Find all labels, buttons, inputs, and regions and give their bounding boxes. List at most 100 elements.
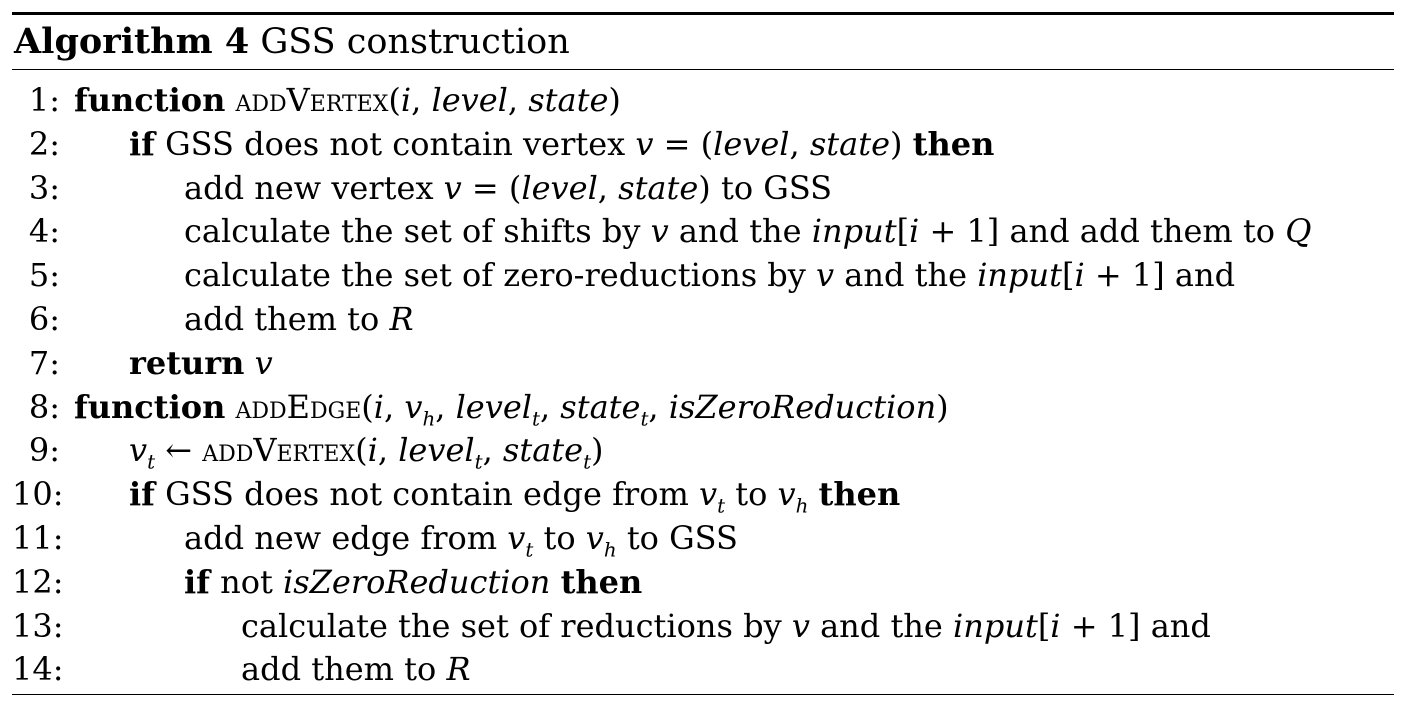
caption-label: Algorithm 4 xyxy=(14,21,250,62)
line-number: 13: xyxy=(12,606,64,645)
line-number: 9: xyxy=(28,431,60,470)
line-code: calculate the set of zero-reductions by … xyxy=(184,254,1235,298)
var: i xyxy=(1050,606,1061,645)
sep: , xyxy=(482,431,503,470)
caption-rule xyxy=(12,69,1394,70)
line-code: add them to R xyxy=(241,648,471,692)
line-number: 7: xyxy=(28,343,60,382)
keyword-if: if xyxy=(129,124,155,163)
text xyxy=(550,563,560,601)
algorithm-line: 7: return v xyxy=(12,342,1394,386)
var: i xyxy=(1074,256,1085,295)
arg: i xyxy=(400,81,412,119)
subscript: h xyxy=(422,406,436,430)
algorithm-line: 2: if GSS does not contain vertex v = (l… xyxy=(12,123,1394,167)
text: [ xyxy=(1037,606,1051,645)
text: not xyxy=(209,562,283,601)
subscript: t xyxy=(531,406,540,430)
paren: ) xyxy=(591,431,604,470)
line-number: 4: xyxy=(28,212,60,251)
line-number: 10: xyxy=(12,475,64,514)
text: and the xyxy=(809,606,954,645)
var: v xyxy=(650,212,669,251)
arg: state xyxy=(560,387,641,426)
algorithm-line: 10: if GSS does not contain edge from vt… xyxy=(12,473,1394,517)
sep: , xyxy=(377,431,399,470)
text: calculate the set of zero-reductions by xyxy=(184,256,817,295)
assign-arrow: ← xyxy=(155,431,203,470)
algorithm-line: 13: calculate the set of reductions by v… xyxy=(12,605,1394,649)
algorithm-line: 14: add them to R xyxy=(12,648,1394,692)
algorithm-line: 9: vt ← addVertex(i, levelt, statet) xyxy=(12,429,1394,473)
line-number: 14: xyxy=(12,650,64,689)
line-code: calculate the set of shifts by v and the… xyxy=(184,210,1311,254)
algorithm-body: 1: function addVertex(i, level, state) 2… xyxy=(12,70,1394,692)
paren: ) xyxy=(936,387,949,426)
line-number: 6: xyxy=(28,299,60,338)
algorithm-line: 12: if not isZeroReduction then xyxy=(12,561,1394,605)
algorithm-caption: Algorithm 4 GSS construction xyxy=(12,15,1394,69)
var: v xyxy=(129,431,148,470)
line-code: if GSS does not contain edge from vt to … xyxy=(129,473,900,517)
procedure-name: addVertex xyxy=(202,431,356,470)
text: add new edge from xyxy=(184,518,508,557)
text: [ xyxy=(896,212,910,251)
arg: i xyxy=(373,387,385,426)
text: = ( xyxy=(461,168,522,207)
sep: , xyxy=(789,124,810,163)
set-symbol: R xyxy=(389,299,414,338)
line-code: calculate the set of reductions by v and… xyxy=(241,605,1211,649)
var: v xyxy=(585,518,604,557)
arg: level xyxy=(398,431,475,470)
algorithm-line: 4: calculate the set of shifts by v and … xyxy=(12,210,1394,254)
algorithm-block: Algorithm 4 GSS construction 1: function… xyxy=(12,12,1394,696)
keyword-return: return xyxy=(129,343,245,382)
text: to xyxy=(725,475,778,514)
var: v xyxy=(254,343,273,382)
paren: ) xyxy=(608,81,621,119)
text: and the xyxy=(834,256,978,295)
bottom-rule xyxy=(12,694,1394,696)
var: v xyxy=(698,475,718,514)
line-number: 3: xyxy=(28,168,60,207)
line-number: 2: xyxy=(28,124,60,163)
keyword-function: function xyxy=(74,387,226,426)
subscript: t xyxy=(525,538,534,562)
sep: , xyxy=(435,387,456,426)
text: calculate the set of reductions by xyxy=(241,606,792,645)
var: v xyxy=(635,124,654,163)
var: v xyxy=(777,475,796,514)
algorithm-line: 5: calculate the set of zero-reductions … xyxy=(12,254,1394,298)
line-number: 5: xyxy=(28,256,60,295)
text: to GSS xyxy=(616,518,738,557)
text: and the xyxy=(668,212,812,251)
keyword-then: then xyxy=(560,562,643,601)
text: calculate the set of shifts by xyxy=(184,212,651,251)
subscript: t xyxy=(583,450,592,474)
var: i xyxy=(909,212,920,251)
set-symbol: Q xyxy=(1285,212,1312,251)
line-code: vt ← addVertex(i, levelt, statet) xyxy=(129,429,604,473)
var: v xyxy=(507,518,526,557)
line-code: return v xyxy=(129,342,273,386)
keyword-if: if xyxy=(184,562,210,601)
subscript: t xyxy=(147,450,156,474)
var: state xyxy=(809,124,891,163)
top-rule xyxy=(12,12,1394,15)
arg: i xyxy=(367,431,378,470)
line-code: add them to R xyxy=(184,298,414,342)
sep: , xyxy=(539,387,561,426)
line-code: if not isZeroReduction then xyxy=(184,561,642,605)
var: input xyxy=(977,256,1062,295)
arg: state xyxy=(502,431,584,470)
var: input xyxy=(953,606,1038,645)
text: ) to GSS xyxy=(698,168,833,207)
sep: , xyxy=(384,387,405,426)
line-number: 11: xyxy=(12,518,64,557)
sep: , xyxy=(411,81,432,119)
arg: isZeroReduction xyxy=(668,387,937,426)
text: = ( xyxy=(653,124,714,163)
arg: level xyxy=(455,387,532,426)
algorithm-line: 11: add new edge from vt to vh to GSS xyxy=(12,517,1394,561)
line-number: 12: xyxy=(12,562,64,601)
